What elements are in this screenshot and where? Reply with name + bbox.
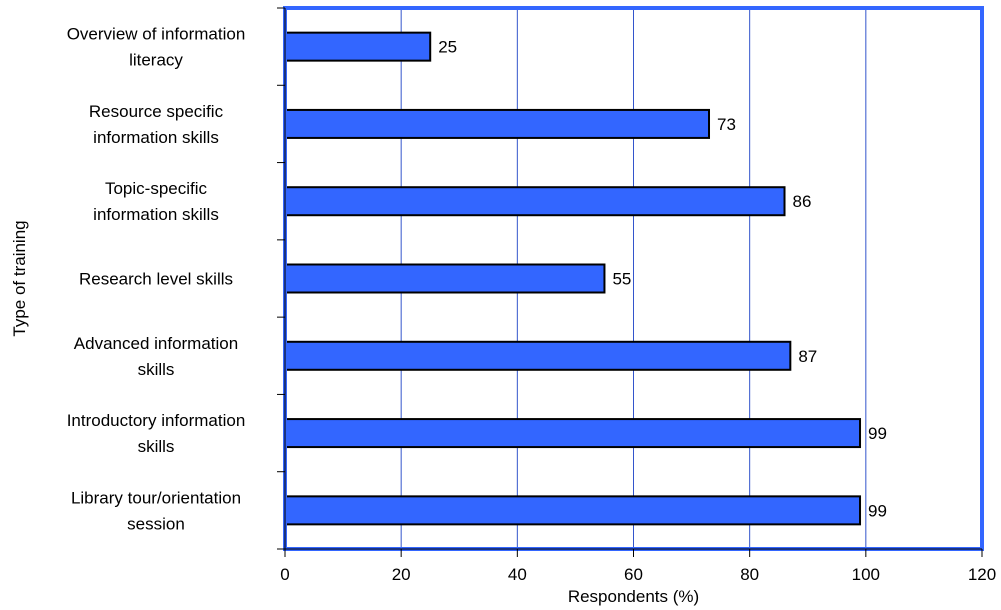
category-label: Resource specific information skills — [89, 102, 224, 147]
category-label-line: Research level skills — [79, 270, 233, 289]
category-label: Introductory information skills — [67, 411, 246, 456]
data-label: 99 — [868, 424, 887, 443]
y-axis-title: Type of training — [10, 220, 29, 336]
data-label: 87 — [798, 347, 817, 366]
category-label-line: skills — [138, 360, 175, 379]
data-label: 25 — [438, 38, 457, 57]
bar — [284, 340, 792, 371]
x-tick-label: 80 — [740, 565, 759, 584]
category-label: Overview of information literacy — [67, 25, 246, 70]
bars — [284, 31, 862, 526]
bar — [284, 31, 432, 62]
category-label: Library tour/orientation session — [71, 488, 241, 533]
bar — [284, 108, 711, 139]
tick-labels: 0 20 40 60 80 100 120 — [280, 565, 996, 584]
category-label: Research level skills — [79, 270, 233, 289]
bar — [284, 495, 862, 526]
category-label-line: Topic-specific — [105, 179, 208, 198]
category-label-line: literacy — [129, 51, 183, 70]
bar — [284, 186, 786, 217]
data-label: 73 — [717, 115, 736, 134]
x-tick-label: 0 — [280, 565, 289, 584]
x-tick-label: 20 — [392, 565, 411, 584]
x-tick-label: 100 — [852, 565, 880, 584]
category-label-line: skills — [138, 437, 175, 456]
category-label-line: information skills — [93, 128, 219, 147]
category-label-line: session — [127, 514, 185, 533]
data-labels: 25 73 86 55 87 99 99 — [438, 38, 887, 521]
category-label-line: Advanced information — [74, 334, 238, 353]
category-label-line: Library tour/orientation — [71, 488, 241, 507]
category-label-line: Introductory information — [67, 411, 246, 430]
category-label: Topic-specific information skills — [93, 179, 219, 224]
category-label: Advanced information skills — [74, 334, 238, 379]
data-label: 86 — [793, 192, 812, 211]
bar — [284, 418, 862, 449]
category-label-line: Overview of information — [67, 25, 246, 44]
x-axis-title: Respondents (%) — [568, 587, 699, 606]
category-label-line: Resource specific — [89, 102, 224, 121]
category-label-line: information skills — [93, 205, 219, 224]
category-labels: Overview of information literacy Resource … — [67, 25, 246, 534]
x-tick-label: 120 — [968, 565, 996, 584]
x-tick-label: 60 — [624, 565, 643, 584]
axes — [277, 7, 983, 557]
x-tick-label: 40 — [508, 565, 527, 584]
data-label: 55 — [612, 270, 631, 289]
data-label: 99 — [868, 501, 887, 520]
bar — [284, 263, 606, 294]
